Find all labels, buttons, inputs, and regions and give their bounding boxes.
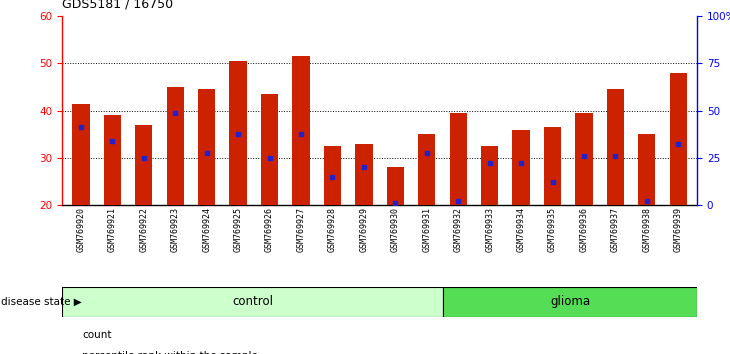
Text: GSM769938: GSM769938 [642,207,651,252]
Text: GSM769933: GSM769933 [485,207,494,252]
Bar [62,287,443,317]
Bar [229,61,247,205]
Bar [261,94,278,205]
Bar [104,115,121,205]
Text: GSM769921: GSM769921 [108,207,117,252]
Text: GSM769934: GSM769934 [517,207,526,252]
Text: GSM769924: GSM769924 [202,207,211,252]
Text: GSM769931: GSM769931 [422,207,431,252]
Bar [669,73,687,205]
Text: GSM769937: GSM769937 [611,207,620,252]
Text: count: count [82,330,112,340]
Text: GSM769923: GSM769923 [171,207,180,252]
Bar [544,127,561,205]
Bar [607,89,624,205]
Text: GSM769939: GSM769939 [674,207,683,252]
Bar [387,167,404,205]
Bar [512,130,530,205]
Bar [450,113,467,205]
Text: GSM769932: GSM769932 [454,207,463,252]
Text: GSM769927: GSM769927 [296,207,305,252]
Text: GSM769935: GSM769935 [548,207,557,252]
Text: GSM769928: GSM769928 [328,207,337,252]
Bar [638,134,656,205]
Text: GSM769930: GSM769930 [391,207,400,252]
Text: GSM769925: GSM769925 [234,207,242,252]
Text: GSM769920: GSM769920 [77,207,85,252]
Bar [166,87,184,205]
Bar [575,113,593,205]
Bar [198,89,215,205]
Text: percentile rank within the sample: percentile rank within the sample [82,352,258,354]
Text: glioma: glioma [550,295,590,308]
Text: GSM769926: GSM769926 [265,207,274,252]
Text: GSM769929: GSM769929 [359,207,369,252]
Bar [324,146,341,205]
Text: GSM769922: GSM769922 [139,207,148,252]
Bar [135,125,153,205]
Bar [292,56,310,205]
Text: GDS5181 / 16750: GDS5181 / 16750 [62,0,173,11]
Bar [443,287,697,317]
Bar [356,144,372,205]
Text: disease state ▶: disease state ▶ [1,297,82,307]
Text: control: control [232,295,273,308]
Bar [72,103,90,205]
Bar [418,134,435,205]
Text: GSM769936: GSM769936 [580,207,588,252]
Bar [481,146,499,205]
